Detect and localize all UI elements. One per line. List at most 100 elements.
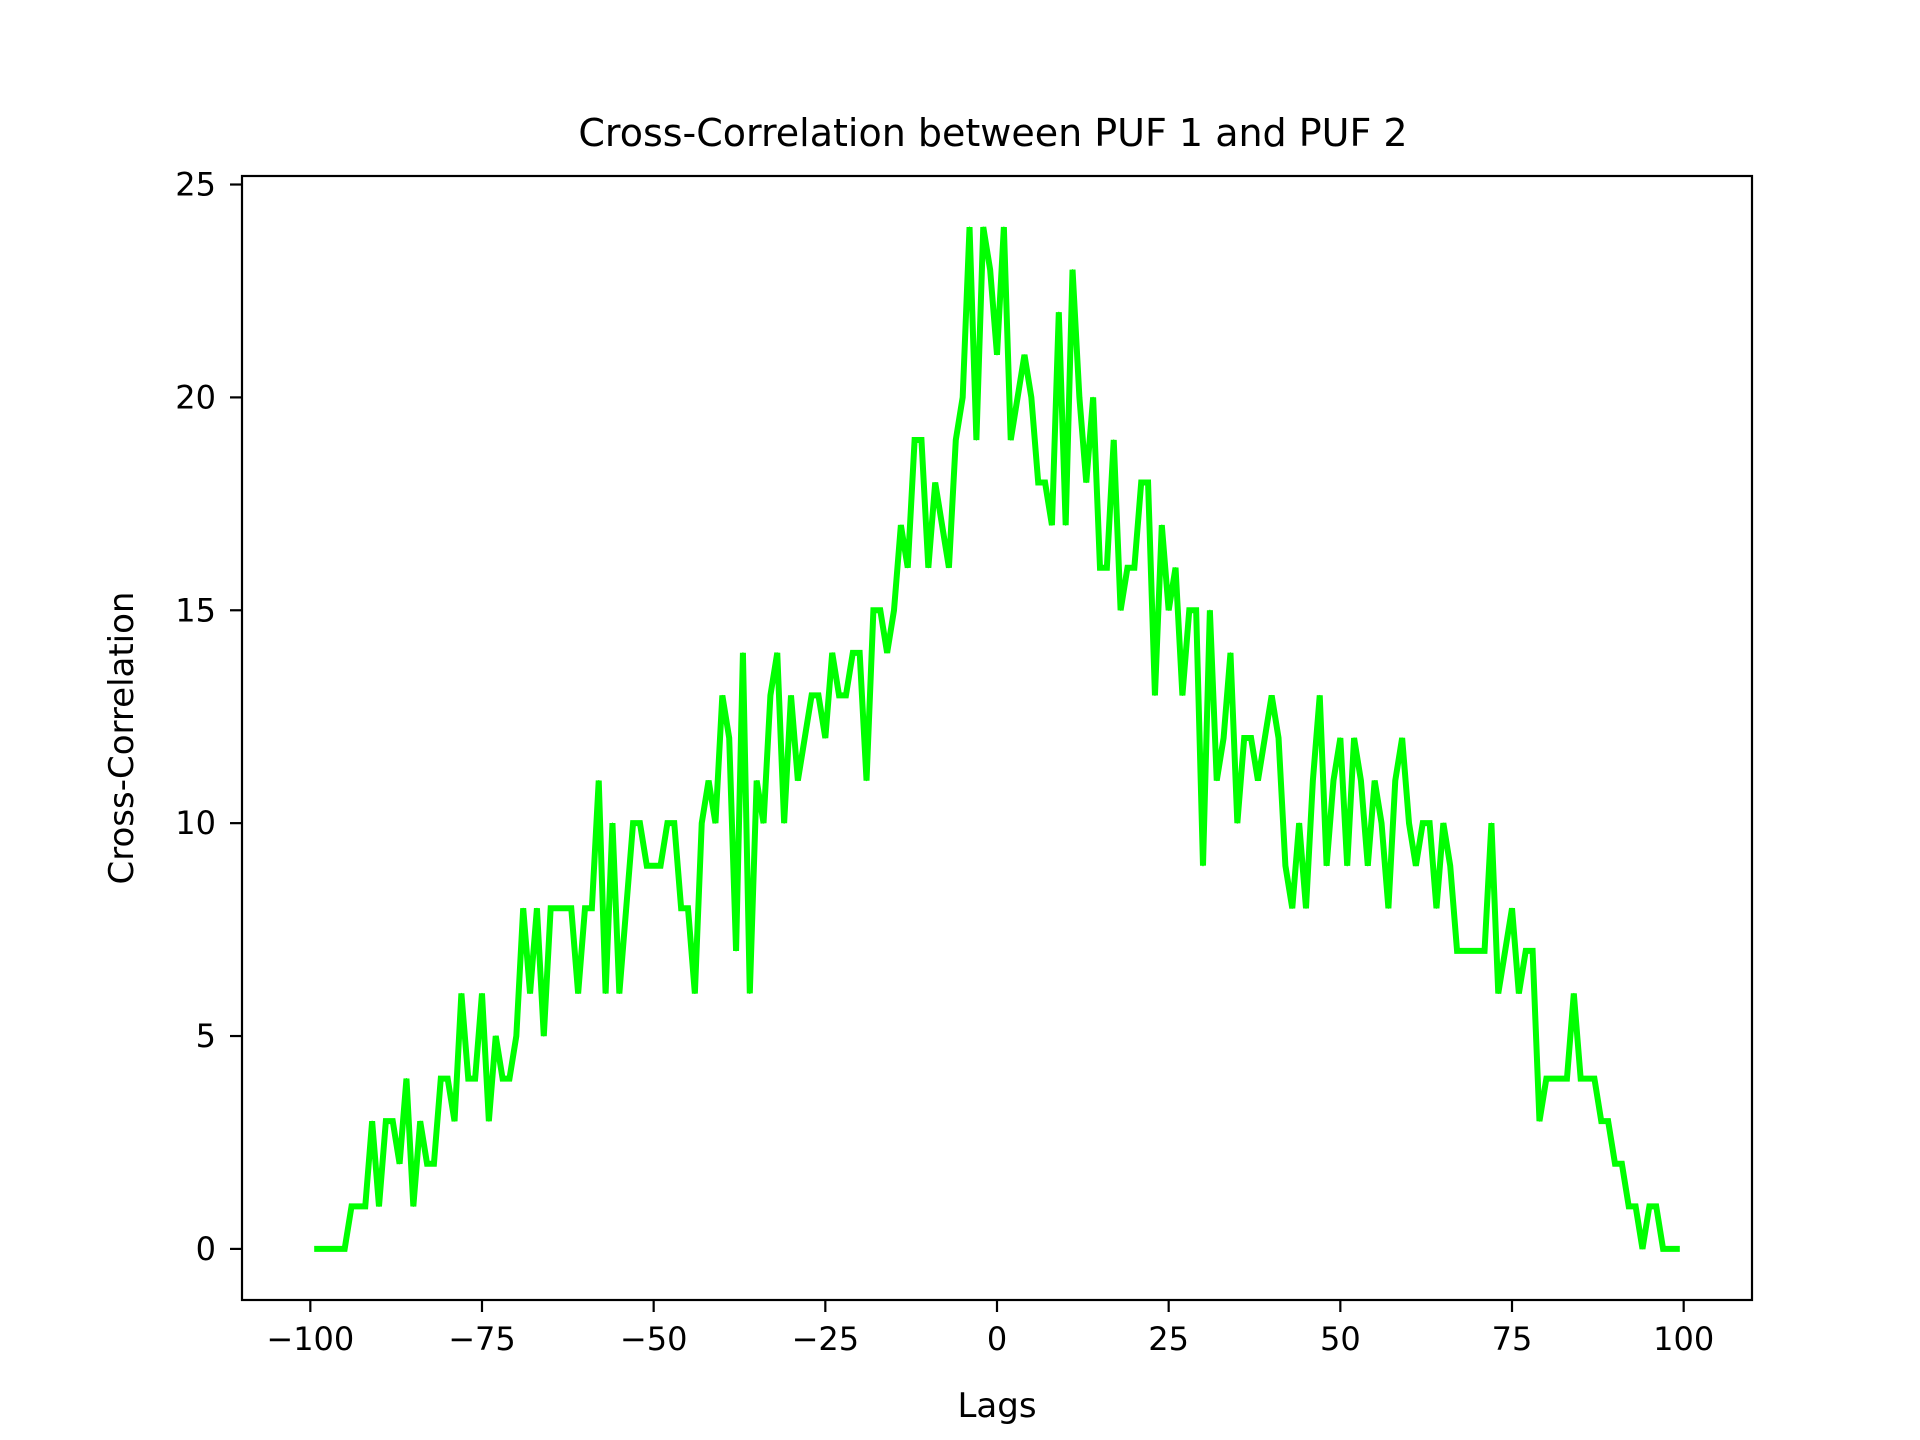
data-point	[914, 439, 916, 441]
data-point	[357, 1205, 359, 1207]
data-point	[625, 907, 627, 909]
data-point	[447, 1078, 449, 1080]
data-point	[749, 992, 751, 995]
data-point	[405, 1078, 408, 1080]
data-point	[975, 439, 978, 441]
data-point	[1408, 822, 1410, 824]
data-point	[598, 779, 600, 782]
data-point	[1277, 737, 1280, 739]
data-point	[804, 737, 806, 739]
data-point	[1353, 737, 1355, 739]
data-point	[1092, 396, 1094, 398]
data-point	[611, 822, 614, 824]
data-point	[515, 1035, 517, 1037]
data-point	[604, 992, 607, 995]
data-point	[618, 992, 620, 995]
data-point	[941, 524, 943, 526]
data-point	[653, 865, 655, 867]
data-point	[1655, 1205, 1657, 1207]
y-tick-label: 15	[175, 591, 216, 629]
data-point	[1078, 396, 1080, 398]
data-point	[385, 1120, 387, 1122]
data-point	[570, 907, 572, 909]
data-point	[1415, 865, 1417, 867]
data-point	[550, 907, 552, 909]
data-point	[1449, 865, 1451, 867]
data-point	[426, 1163, 428, 1165]
data-point	[1216, 779, 1218, 782]
data-point	[543, 1035, 545, 1037]
data-point	[1099, 567, 1101, 569]
data-point	[371, 1120, 373, 1122]
data-point	[316, 1248, 318, 1250]
data-point	[893, 609, 895, 611]
data-point	[632, 822, 634, 824]
data-point	[1490, 822, 1493, 824]
data-point	[708, 779, 710, 782]
data-point	[968, 226, 971, 228]
data-point	[1181, 694, 1183, 697]
data-point	[886, 652, 888, 654]
data-point	[879, 609, 881, 611]
data-point	[1367, 865, 1369, 867]
data-point	[797, 779, 799, 782]
data-point	[1511, 907, 1513, 909]
data-point	[488, 1120, 490, 1122]
y-tick-label: 5	[196, 1017, 216, 1055]
x-axis-label: Lags	[957, 1386, 1036, 1426]
data-point	[501, 1078, 504, 1080]
data-point	[1538, 1120, 1541, 1122]
data-point	[1126, 567, 1129, 569]
data-point	[769, 694, 772, 697]
data-point	[762, 822, 765, 824]
data-point	[1120, 609, 1122, 611]
data-point	[1477, 950, 1479, 952]
data-point	[1010, 439, 1012, 441]
x-tick-label: −100	[266, 1320, 354, 1358]
data-point	[1161, 524, 1163, 526]
data-point	[1566, 1078, 1568, 1080]
data-point	[927, 567, 929, 569]
data-point	[1580, 1078, 1582, 1080]
data-point	[378, 1205, 380, 1207]
data-point	[344, 1248, 346, 1250]
data-point	[1291, 907, 1293, 909]
x-tick-label: −75	[448, 1320, 516, 1358]
data-point	[419, 1120, 421, 1122]
data-point	[495, 1035, 497, 1037]
data-point	[1621, 1163, 1623, 1165]
data-point	[955, 439, 957, 441]
data-point	[756, 779, 758, 782]
data-point	[714, 822, 717, 824]
data-point	[522, 907, 524, 909]
data-point	[673, 822, 675, 824]
data-point	[831, 652, 833, 654]
data-point	[1532, 950, 1534, 952]
data-point	[1065, 524, 1067, 526]
data-point	[1387, 907, 1390, 909]
data-point	[1195, 609, 1197, 611]
data-point	[1113, 439, 1115, 441]
data-point	[666, 822, 669, 824]
data-point	[1470, 950, 1472, 952]
data-point	[1422, 822, 1424, 824]
data-point	[1326, 865, 1328, 867]
data-point	[1648, 1205, 1650, 1207]
data-point	[1209, 609, 1211, 611]
y-tick-label: 25	[175, 166, 216, 204]
data-point	[1071, 269, 1074, 271]
data-point	[1284, 865, 1286, 867]
y-tick-label: 10	[175, 804, 216, 842]
chart-title: Cross-Correlation between PUF 1 and PUF …	[578, 111, 1407, 155]
data-point	[1628, 1205, 1630, 1207]
data-point	[920, 439, 923, 441]
data-point	[1154, 694, 1156, 697]
data-point	[1085, 481, 1087, 484]
data-point	[1573, 992, 1575, 995]
data-point	[577, 992, 579, 995]
data-point	[440, 1078, 442, 1080]
data-point	[1676, 1248, 1678, 1250]
data-point	[934, 481, 936, 484]
data-point	[1635, 1205, 1637, 1207]
